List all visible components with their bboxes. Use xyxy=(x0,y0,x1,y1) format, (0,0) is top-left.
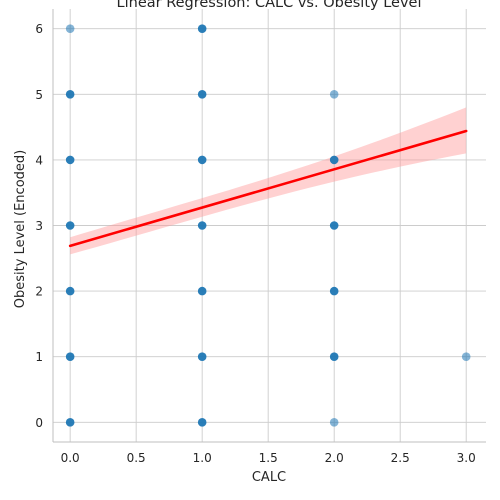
x-tick-label: 1.5 xyxy=(259,451,278,465)
x-tick-label: 2.0 xyxy=(325,451,344,465)
y-tick-label: 3 xyxy=(35,219,43,233)
x-axis-label: CALC xyxy=(252,470,286,485)
x-tick-label: 2.5 xyxy=(391,451,410,465)
data-point xyxy=(329,155,339,165)
data-point xyxy=(197,221,207,230)
data-point xyxy=(329,352,339,362)
chart-title: Linear Regression: CALC vs. Obesity Leve… xyxy=(117,0,422,11)
data-point xyxy=(65,155,75,165)
data-point xyxy=(197,89,207,99)
regression-layer xyxy=(68,129,468,248)
x-tick-label: 0.0 xyxy=(61,451,80,465)
data-point xyxy=(65,352,75,362)
data-point xyxy=(65,418,75,427)
data-point xyxy=(329,418,339,427)
x-tick-label: 1.0 xyxy=(193,451,212,465)
y-axis-label: Obesity Level (Encoded) xyxy=(13,150,28,308)
data-point xyxy=(329,221,339,230)
y-tick-label: 4 xyxy=(35,153,43,167)
regression-line xyxy=(68,129,468,248)
data-point xyxy=(197,155,207,165)
data-point xyxy=(65,286,75,296)
x-tick-label: 3.0 xyxy=(457,451,476,465)
y-tick-label: 5 xyxy=(35,88,43,102)
tick-labels: 0.0 0.5 1.0 1.5 2.0 2.5 3.0 0 1 2 3 4 5 6 xyxy=(35,22,475,465)
y-tick-label: 1 xyxy=(35,350,43,364)
data-point xyxy=(461,352,471,362)
data-point xyxy=(329,89,339,99)
data-point xyxy=(197,418,207,427)
data-points xyxy=(65,24,471,427)
data-point xyxy=(65,24,75,33)
x-tick-label: 0.5 xyxy=(127,451,146,465)
y-tick-label: 0 xyxy=(35,416,43,430)
y-tick-label: 6 xyxy=(35,22,43,36)
data-point xyxy=(197,352,207,362)
data-point xyxy=(65,221,75,230)
data-point xyxy=(65,89,75,99)
y-tick-label: 2 xyxy=(35,285,43,299)
data-point xyxy=(329,286,339,296)
axes-spines xyxy=(52,9,486,443)
data-point xyxy=(197,24,207,33)
data-point xyxy=(197,286,207,296)
